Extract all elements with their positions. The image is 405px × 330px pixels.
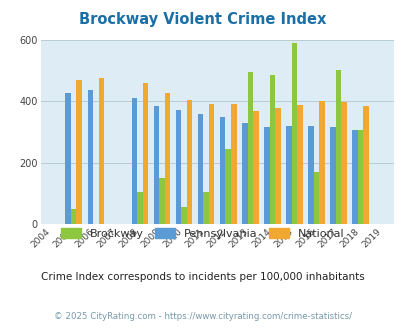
- Bar: [209, 104, 214, 224]
- Bar: [175, 111, 181, 224]
- Bar: [335, 70, 341, 224]
- Text: Brockway Violent Crime Index: Brockway Violent Crime Index: [79, 12, 326, 26]
- Bar: [296, 105, 302, 224]
- Bar: [352, 130, 357, 224]
- Bar: [247, 72, 252, 224]
- Bar: [269, 75, 275, 224]
- Bar: [252, 111, 258, 224]
- Bar: [225, 149, 230, 224]
- Bar: [330, 127, 335, 224]
- Legend: Brockway, Pennsylvania, National: Brockway, Pennsylvania, National: [57, 224, 348, 244]
- Bar: [357, 130, 362, 224]
- Bar: [137, 192, 142, 224]
- Bar: [181, 208, 186, 224]
- Bar: [318, 101, 324, 224]
- Bar: [286, 126, 291, 224]
- Bar: [159, 178, 164, 224]
- Text: © 2025 CityRating.com - https://www.cityrating.com/crime-statistics/: © 2025 CityRating.com - https://www.city…: [54, 312, 351, 321]
- Text: Crime Index corresponds to incidents per 100,000 inhabitants: Crime Index corresponds to incidents per…: [41, 272, 364, 282]
- Bar: [307, 126, 313, 224]
- Bar: [264, 127, 269, 224]
- Bar: [98, 78, 104, 224]
- Bar: [341, 102, 346, 224]
- Bar: [65, 93, 71, 224]
- Bar: [142, 83, 148, 224]
- Bar: [164, 93, 170, 224]
- Bar: [87, 90, 93, 224]
- Bar: [153, 106, 159, 224]
- Bar: [230, 104, 236, 224]
- Bar: [313, 172, 318, 224]
- Bar: [241, 123, 247, 224]
- Bar: [131, 98, 137, 224]
- Bar: [220, 116, 225, 224]
- Bar: [203, 192, 209, 224]
- Bar: [275, 108, 280, 224]
- Bar: [186, 100, 192, 224]
- Bar: [76, 80, 82, 224]
- Bar: [362, 106, 368, 224]
- Bar: [197, 114, 203, 224]
- Bar: [71, 209, 76, 224]
- Bar: [291, 43, 296, 224]
